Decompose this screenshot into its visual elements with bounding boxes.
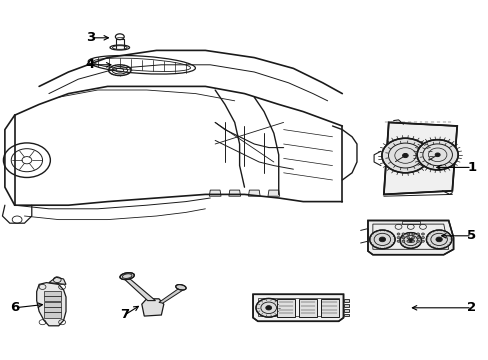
Circle shape	[421, 237, 424, 239]
Circle shape	[396, 240, 399, 242]
Text: 4: 4	[86, 58, 95, 71]
Circle shape	[369, 230, 394, 249]
Polygon shape	[44, 296, 61, 301]
Polygon shape	[228, 190, 240, 196]
Circle shape	[416, 140, 457, 170]
Polygon shape	[343, 314, 348, 316]
Circle shape	[401, 237, 404, 239]
Circle shape	[379, 237, 385, 242]
Circle shape	[421, 233, 424, 235]
Circle shape	[265, 306, 271, 310]
Circle shape	[435, 237, 441, 242]
Circle shape	[411, 237, 414, 239]
Circle shape	[426, 230, 451, 249]
Polygon shape	[44, 302, 61, 307]
Polygon shape	[298, 299, 317, 317]
Polygon shape	[343, 309, 348, 312]
Polygon shape	[253, 294, 343, 321]
Polygon shape	[343, 299, 348, 302]
Circle shape	[421, 240, 424, 242]
Polygon shape	[37, 283, 66, 326]
Circle shape	[402, 153, 407, 158]
Circle shape	[407, 238, 412, 243]
Text: 3: 3	[86, 31, 95, 44]
Ellipse shape	[175, 284, 186, 290]
Text: 2: 2	[467, 301, 475, 314]
Polygon shape	[276, 299, 295, 317]
Circle shape	[406, 237, 409, 239]
Circle shape	[401, 233, 404, 235]
Polygon shape	[159, 288, 183, 303]
Circle shape	[434, 153, 439, 157]
Polygon shape	[367, 220, 453, 255]
Circle shape	[256, 298, 281, 317]
Circle shape	[396, 233, 399, 235]
Text: 7: 7	[120, 309, 129, 321]
Circle shape	[399, 233, 421, 248]
Polygon shape	[383, 122, 456, 194]
Text: 5: 5	[467, 229, 475, 242]
Polygon shape	[124, 279, 155, 301]
Polygon shape	[320, 299, 339, 317]
Circle shape	[411, 240, 414, 242]
Polygon shape	[343, 304, 348, 307]
Circle shape	[381, 138, 428, 173]
Polygon shape	[248, 190, 260, 196]
Polygon shape	[209, 190, 221, 196]
Text: 1: 1	[467, 161, 475, 174]
Circle shape	[416, 233, 419, 235]
Polygon shape	[142, 299, 163, 316]
Polygon shape	[267, 190, 279, 196]
Polygon shape	[44, 312, 61, 318]
Circle shape	[411, 233, 414, 235]
Circle shape	[406, 240, 409, 242]
Polygon shape	[44, 291, 61, 296]
Circle shape	[406, 233, 409, 235]
Circle shape	[396, 237, 399, 239]
Circle shape	[416, 237, 419, 239]
Circle shape	[416, 240, 419, 242]
Circle shape	[401, 240, 404, 242]
Text: 6: 6	[10, 301, 19, 314]
Polygon shape	[44, 307, 61, 312]
Ellipse shape	[120, 273, 134, 280]
Polygon shape	[49, 277, 66, 284]
